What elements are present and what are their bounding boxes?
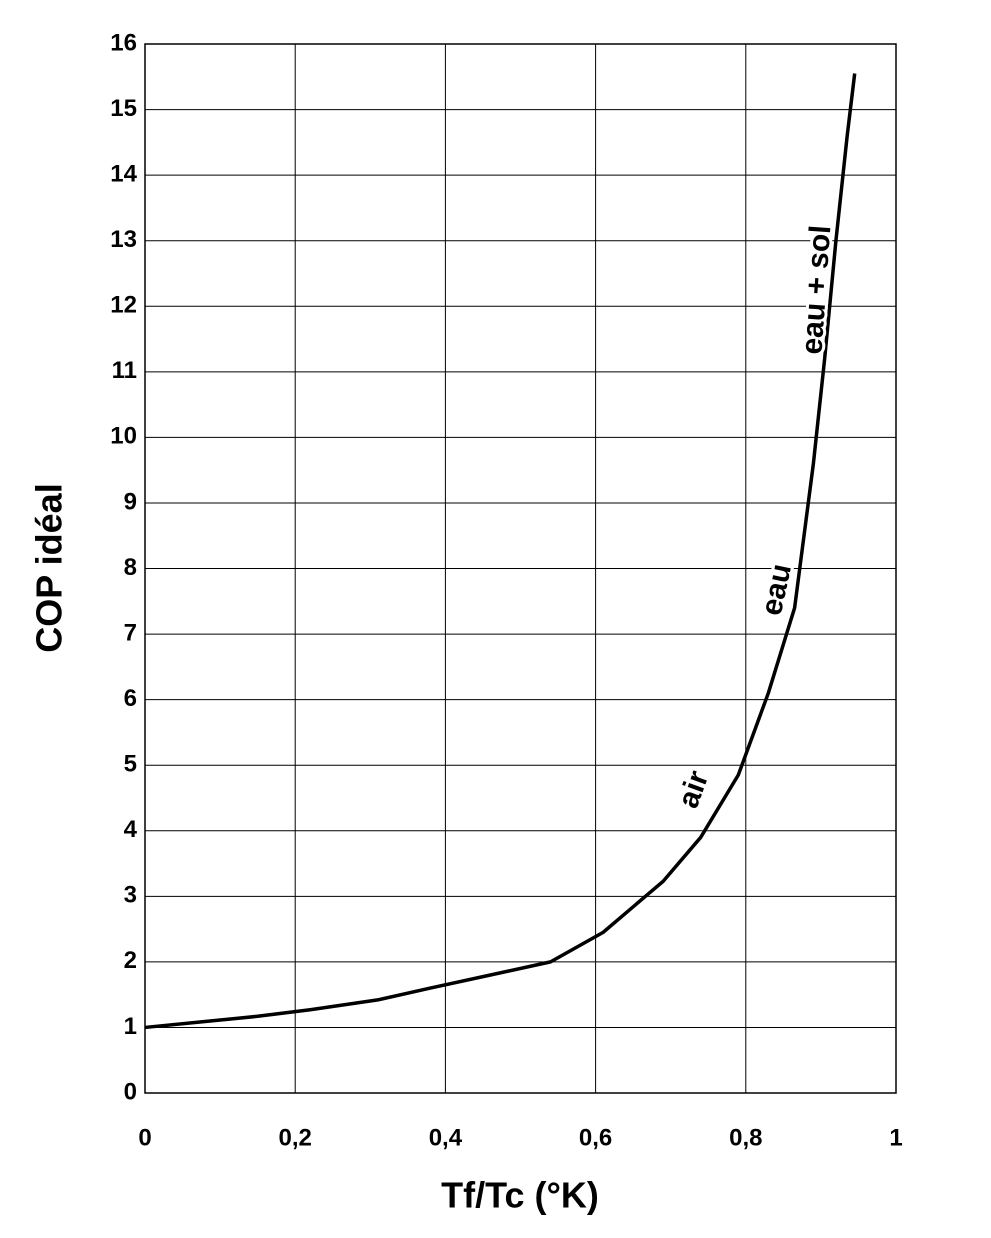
y-axis-label: COP idéal xyxy=(29,483,70,652)
x-tick-label: 1 xyxy=(889,1124,902,1151)
plot-frame xyxy=(144,43,897,1094)
x-tick-label: 0,6 xyxy=(579,1124,612,1151)
y-tick-label: 4 xyxy=(124,816,138,843)
x-tick-label: 0 xyxy=(138,1124,151,1151)
y-tick-label: 0 xyxy=(124,1078,137,1105)
y-tick-label: 16 xyxy=(110,29,137,56)
y-tick-label: 5 xyxy=(124,751,137,778)
x-tick-label: 0,4 xyxy=(429,1124,463,1151)
y-tick-label: 3 xyxy=(124,882,137,909)
annotation: air xyxy=(672,766,716,812)
y-tick-label: 7 xyxy=(124,619,137,646)
y-tick-label: 2 xyxy=(124,947,137,974)
y-tick-label: 8 xyxy=(124,554,137,581)
y-tick-label: 14 xyxy=(110,160,137,187)
x-tick-label: 0,2 xyxy=(279,1124,312,1151)
y-tick-label: 9 xyxy=(124,488,137,515)
curve xyxy=(144,73,857,1030)
annotation: eau + sol xyxy=(795,224,837,355)
x-tick-label: 0,8 xyxy=(729,1124,762,1151)
x-axis-label: Tf/Tc (°K) xyxy=(441,1175,599,1216)
y-tick-label: 12 xyxy=(110,292,137,319)
annotation: eau xyxy=(755,561,798,618)
y-tick-label: 10 xyxy=(110,423,137,450)
y-tick-label: 15 xyxy=(110,95,137,122)
y-tick-label: 13 xyxy=(110,226,137,253)
y-tick-label: 1 xyxy=(124,1013,137,1040)
y-tick-label: 11 xyxy=(112,357,137,384)
y-tick-label: 6 xyxy=(124,685,137,712)
